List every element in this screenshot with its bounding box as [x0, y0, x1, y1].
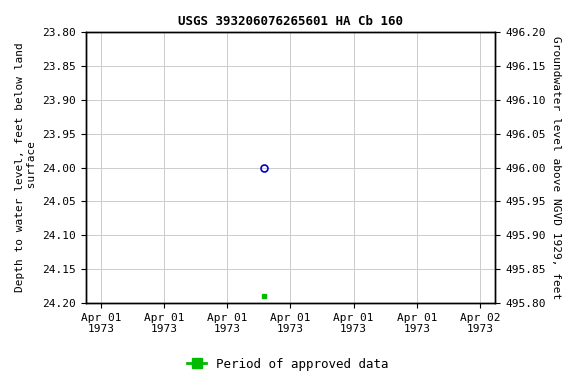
Title: USGS 393206076265601 HA Cb 160: USGS 393206076265601 HA Cb 160: [178, 15, 403, 28]
Y-axis label: Depth to water level, feet below land
 surface: Depth to water level, feet below land su…: [15, 43, 37, 292]
Legend: Period of approved data: Period of approved data: [183, 353, 393, 376]
Y-axis label: Groundwater level above NGVD 1929, feet: Groundwater level above NGVD 1929, feet: [551, 36, 561, 299]
